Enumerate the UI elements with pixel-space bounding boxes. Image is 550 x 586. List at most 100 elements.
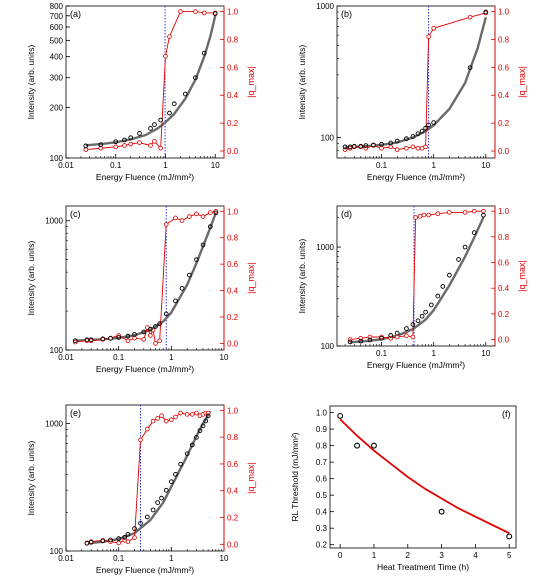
y-tick-label: 500 (50, 36, 64, 45)
y2-tick-label: 1.0 (498, 8, 510, 17)
fit-curve (350, 216, 485, 344)
y-tick-label: 0.4 (316, 508, 328, 517)
x-tick-label: 0.1 (376, 161, 388, 170)
qmax-point (467, 14, 473, 20)
intensity-point (423, 125, 428, 131)
threshold-point (371, 442, 377, 449)
qmax-point (125, 338, 131, 344)
intensity-point (358, 338, 364, 344)
qmax-point (148, 333, 153, 338)
y2-tick-label: 0.4 (498, 284, 510, 293)
intensity-point (347, 339, 353, 345)
y2-tick-label: 0.8 (498, 233, 510, 242)
y-axis-label: RL Threshold (mJ/mm²) (290, 432, 300, 521)
intensity-point (125, 532, 131, 537)
intensity-point (200, 242, 206, 248)
intensity-point (388, 140, 394, 146)
intensity-point (155, 500, 161, 505)
y-tick-label: 1000 (45, 420, 63, 429)
qmax-point (189, 412, 195, 417)
intensity-point (358, 143, 364, 149)
qmax-point (462, 210, 468, 215)
qmax-point (158, 145, 163, 151)
fit-curve (85, 15, 217, 147)
y2-tick-label: 0.4 (227, 91, 239, 100)
x-tick-label: 1 (431, 161, 436, 170)
qmax-point (388, 144, 394, 150)
x-tick-label: 1 (163, 161, 168, 170)
intensity-point (132, 332, 137, 337)
qmax-point (116, 540, 121, 546)
intensity-point (394, 138, 400, 144)
intensity-point (404, 326, 409, 331)
y-tick-label: 100 (50, 154, 64, 163)
intensity-point (153, 324, 158, 329)
panel-label: (a) (70, 9, 81, 19)
intensity-point (197, 428, 203, 434)
intensity-point (100, 336, 106, 342)
y2-tick-label: 0.2 (498, 119, 510, 128)
qmax-point (132, 335, 137, 341)
x-tick-label: 0.01 (58, 161, 74, 170)
y-tick-label: 0.3 (316, 524, 328, 533)
intensity-point (178, 461, 183, 467)
intensity-point (419, 313, 425, 319)
qmax-point (155, 416, 160, 421)
y-tick-label: 0.5 (316, 491, 328, 500)
y2-tick-label: 0.6 (498, 259, 510, 268)
intensity-point (137, 131, 142, 136)
x-tick-label: 10 (481, 349, 490, 358)
y2-tick-label: 0.2 (498, 310, 510, 319)
y2-tick-label: 0.2 (227, 514, 239, 523)
fit-curve (86, 410, 212, 545)
panel-d: 0.1 1 10 100 1000 0.0 0.2 0.4 0.6 0.8 1.0 Energy Fl… (297, 205, 527, 370)
panel-f: 0 1 2 3 4 5 0.2 0.3 0.4 0.5 0.6 0.7 0.8 0.9 1.0 Heat Tr… (290, 405, 517, 572)
intensity-point (415, 131, 421, 137)
intensity-point (456, 257, 461, 262)
x-tick-label: 10 (220, 554, 229, 563)
intensity-point (138, 520, 143, 526)
intensity-point (200, 423, 206, 429)
intensity-point (108, 537, 113, 543)
qmax-point (169, 417, 174, 423)
qmax-point (404, 333, 409, 339)
y-tick-label: 100 (321, 134, 335, 143)
plot-content (83, 6, 218, 158)
intensity-point (203, 418, 209, 424)
x-axis-label: Energy Fluence (mJ/mm²) (367, 172, 465, 182)
intensity-point (116, 536, 122, 542)
y-tick-label: 0.9 (316, 425, 328, 434)
intensity-point (116, 335, 122, 340)
intensity-point (163, 311, 169, 317)
intensity-point (201, 50, 207, 56)
qmax-point (163, 222, 169, 227)
threshold-point (438, 508, 445, 515)
y2-tick-label: 0.4 (227, 287, 239, 296)
qmax-point (163, 418, 169, 424)
qmax-point (83, 147, 89, 152)
intensity-point (423, 309, 428, 315)
plot-content (337, 412, 513, 540)
y2-axis-label: |q_max| (517, 66, 527, 98)
qmax-point (423, 144, 428, 150)
x-tick-label: 2 (406, 551, 411, 560)
y-tick-label: 200 (50, 103, 64, 112)
y2-tick-label: 1.0 (498, 207, 510, 216)
y2-tick-label: 0.8 (227, 234, 239, 243)
intensity-point (173, 471, 178, 477)
x-tick-label: 3 (439, 551, 444, 560)
qmax-point (187, 214, 192, 219)
intensity-point (212, 11, 218, 17)
intensity-point (193, 75, 198, 81)
plot-content (342, 6, 489, 158)
qmax-point (132, 535, 137, 540)
intensity-point (184, 451, 190, 457)
y2-tick-label: 0.4 (498, 91, 510, 100)
qmax-point (141, 337, 147, 342)
plot-frame (336, 205, 496, 347)
x-axis-label: Heat Treatment Time (h) (377, 562, 469, 572)
intensity-point (144, 514, 150, 520)
x-axis-label: Energy Fluence (mJ/mm²) (96, 364, 194, 374)
intensity-point (194, 257, 199, 262)
plot-content (84, 405, 212, 551)
